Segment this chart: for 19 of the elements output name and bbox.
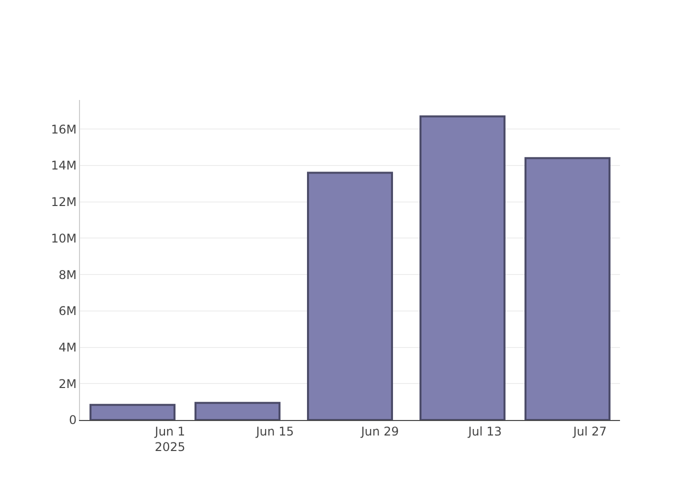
y-tick-label: 14M [50,158,77,173]
x-tick-label: Jun 29 [360,424,399,438]
bar [194,402,280,420]
y-tick-label: 4M [58,340,77,354]
y-tick-label: 6M [58,304,77,318]
y-tick-label: 2M [58,376,77,391]
bar [524,157,610,420]
bar [420,115,506,420]
y-tick-label: 16M [50,122,77,136]
y-tick-label: 8M [58,268,77,282]
bar [307,172,393,420]
y-tick-label: 12M [50,195,77,210]
y-tick-label: 10M [50,231,77,246]
bar [90,404,176,420]
x-tick-label: Jul 27 [572,424,607,438]
x-tick-label: Jun 1 2025 [154,424,186,454]
y-tick-label: 0 [68,413,77,428]
x-tick-label: Jul 13 [467,424,502,438]
x-tick-label: Jun 15 [255,424,294,438]
